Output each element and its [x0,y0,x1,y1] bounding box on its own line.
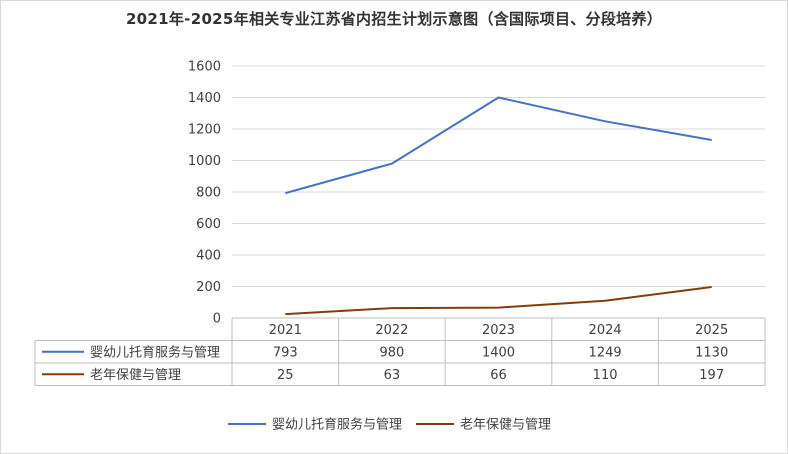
data-table-value: 1130 [695,345,728,360]
data-table-value: 793 [273,345,298,360]
series-line-1 [285,96,712,195]
y-tick-label: 800 [196,186,221,201]
x-tick-label: 2023 [482,323,515,338]
y-tick-label: 400 [196,249,221,264]
y-tick-label: 1600 [188,60,221,75]
y-tick-label: 600 [196,217,221,232]
data-table-value: 110 [593,368,618,383]
x-tick-label: 2025 [695,323,728,338]
data-table-value: 66 [490,368,507,383]
data-table-value: 63 [384,368,401,383]
legend-label: 老年保健与管理 [460,418,551,433]
legend-label: 婴幼儿托育服务与管理 [272,417,402,433]
y-tick-label: 1000 [188,154,221,169]
table-series-label: 婴幼儿托育服务与管理 [90,344,220,360]
x-tick-label: 2024 [589,323,622,338]
x-tick-label: 2021 [269,323,302,338]
table-series-label: 老年保健与管理 [90,368,181,383]
y-tick-label: 0 [213,312,221,327]
data-table-value: 25 [277,368,294,383]
data-table-value: 1249 [589,345,622,360]
y-tick-label: 1400 [188,91,221,106]
x-tick-label: 2022 [375,323,408,338]
data-table-value: 197 [699,368,724,383]
y-tick-label: 1200 [188,123,221,138]
data-table-value: 980 [379,345,404,360]
data-table-value: 1400 [482,345,515,360]
chart-title: 2021年-2025年相关专业江苏省内招生计划示意图（含国际项目、分段培养） [125,10,663,28]
y-tick-label: 200 [196,280,221,295]
series-line-2 [285,286,712,316]
